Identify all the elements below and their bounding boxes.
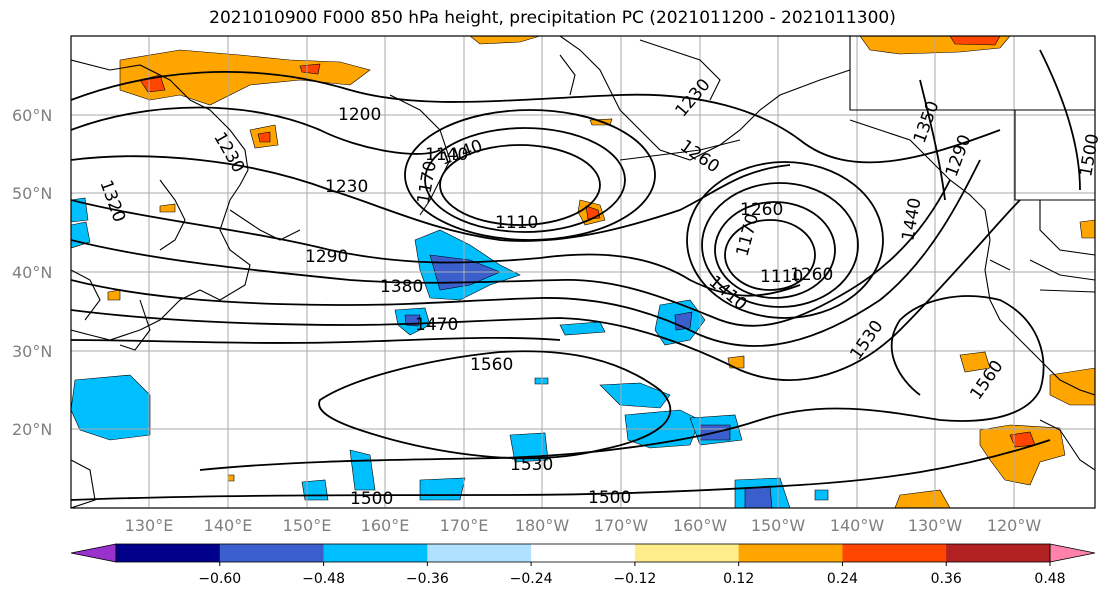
lon-label: 140°E <box>204 516 253 535</box>
map-frame <box>70 35 1096 509</box>
colorbar-tick-label: 0.12 <box>723 571 754 587</box>
lat-label: 50°N <box>12 184 52 203</box>
colorbar-segment <box>946 544 1051 562</box>
colorbar-segment <box>323 544 428 562</box>
colorbar-segment <box>427 544 532 562</box>
colorbar-segment <box>842 544 947 562</box>
colorbar: −0.60 −0.48 −0.36 −0.24 −0.12 0.12 0.24 0.36 0.4… <box>70 543 1096 587</box>
map-area <box>71 36 1095 508</box>
lon-label: 160°E <box>361 516 410 535</box>
colorbar-tick-label: −0.60 <box>198 571 241 587</box>
lat-label: 40°N <box>12 263 52 282</box>
lon-label: 150°W <box>751 516 806 535</box>
map-title: 2021010900 F000 850 hPa height, precipit… <box>209 8 896 28</box>
colorbar-border <box>115 543 1051 563</box>
colorbar-segment <box>738 544 843 562</box>
contour-label: 1110 <box>760 267 803 287</box>
lon-label: 170°W <box>594 516 649 535</box>
lon-label: 120°W <box>987 516 1042 535</box>
lon-label: 180°W <box>515 516 570 535</box>
colorbar-tick-label: 0.24 <box>827 571 858 587</box>
height-contours <box>71 49 1081 501</box>
contour-label: 1110 <box>495 213 538 233</box>
map-gridlines <box>71 36 1095 508</box>
colorbar-tick-label: −0.12 <box>613 571 656 587</box>
contour-label: 1500 <box>350 489 393 509</box>
colorbar-tick-label: 0.36 <box>931 571 962 587</box>
lat-label: 60°N <box>12 106 52 125</box>
colorbar-tick-label: −0.24 <box>510 571 553 587</box>
contour-label: 1230 <box>325 177 368 197</box>
longitude-labels: 130°E 140°E 150°E 160°E 170°E 180°W 170°… <box>125 516 1042 535</box>
colorbar-tick-label: −0.48 <box>302 571 345 587</box>
lat-label: 20°N <box>12 420 52 439</box>
contour-label: 1560 <box>470 355 513 375</box>
colorbar-extend-high <box>1049 543 1096 563</box>
contour-label: 1140 <box>425 145 468 165</box>
contour-label: 1290 <box>305 247 348 267</box>
contour-label: 1530 <box>510 455 553 475</box>
coastlines <box>71 36 1095 508</box>
lon-label: 170°E <box>440 516 489 535</box>
lon-label: 150°E <box>283 516 332 535</box>
colorbar-segment <box>116 544 221 562</box>
colorbar-tick-label: 0.48 <box>1034 571 1065 587</box>
lon-label: 140°W <box>830 516 885 535</box>
contour-label: 1260 <box>790 265 833 285</box>
latitude-labels: 60°N 50°N 40°N 30°N 20°N <box>12 106 52 439</box>
lat-label: 30°N <box>12 342 52 361</box>
lon-label: 160°W <box>673 516 728 535</box>
contour-label: 1470 <box>415 315 458 335</box>
colorbar-segment <box>634 544 740 562</box>
colorbar-tick-label: −0.36 <box>406 571 449 587</box>
lon-label: 130°E <box>125 516 174 535</box>
colorbar-segment <box>219 544 325 562</box>
colorbar-extend-low <box>70 543 117 563</box>
contour-label: 1500 <box>588 488 631 508</box>
contour-label: 1380 <box>380 277 423 297</box>
colorbar-segment <box>531 544 636 562</box>
contour-label: 1200 <box>338 105 381 125</box>
contour-label: 1260 <box>740 200 783 220</box>
lon-label: 130°W <box>908 516 963 535</box>
